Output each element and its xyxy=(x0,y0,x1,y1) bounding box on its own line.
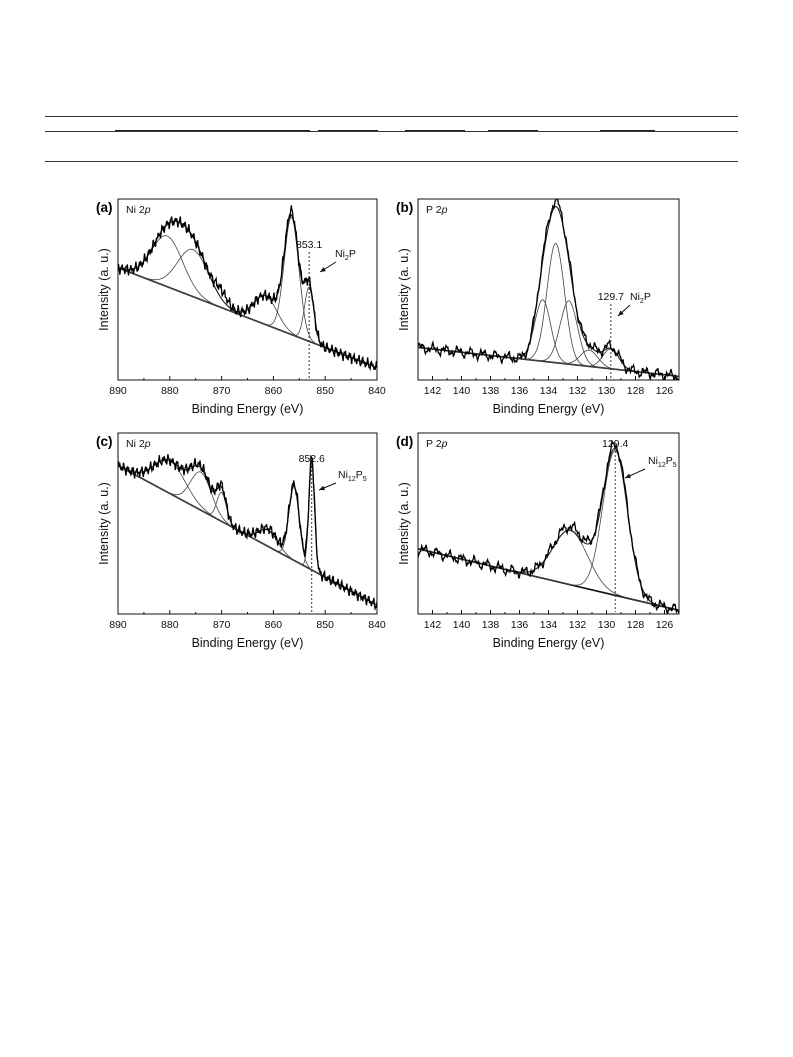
plot-frame xyxy=(417,432,680,615)
x-tick-label: 136 xyxy=(511,619,529,631)
table-column-rule xyxy=(115,130,310,131)
x-tick-label: 142 xyxy=(424,619,442,631)
chart-panel: 142 140 138 136 134 132 130 128 126 Binding Energ… xyxy=(396,432,680,650)
arrow-head xyxy=(320,267,326,272)
x-tick-label: 132 xyxy=(569,619,587,631)
x-tick-label: 136 xyxy=(511,385,529,397)
x-axis-label: Binding Energy (eV) xyxy=(192,402,304,416)
y-axis-label: Intensity (a. u.) xyxy=(397,482,411,565)
x-tick-label: 890 xyxy=(109,619,127,631)
peak-value-label: 853.1 xyxy=(296,239,322,251)
x-tick-label: 880 xyxy=(161,385,179,397)
phase-label: Ni12P5 xyxy=(648,455,677,469)
raw-spectrum xyxy=(418,439,679,614)
x-tick-label: 850 xyxy=(316,619,334,631)
x-tick-label: 850 xyxy=(316,385,334,397)
fit-component xyxy=(418,300,679,377)
raw-spectrum xyxy=(118,454,377,612)
peak-value-label: 852.6 xyxy=(299,453,325,465)
x-axis-label: Binding Energy (eV) xyxy=(493,636,605,650)
panel-letter: (d) xyxy=(396,434,413,449)
arrow-head xyxy=(625,473,631,478)
element-label: P 2p xyxy=(426,438,448,450)
x-tick-label: 130 xyxy=(598,619,616,631)
fit-envelope xyxy=(418,447,679,611)
x-tick-label: 128 xyxy=(627,619,645,631)
x-tick-label: 138 xyxy=(482,619,500,631)
peak-value-label: 129.4 xyxy=(602,438,628,450)
x-tick-label: 860 xyxy=(265,385,283,397)
phase-label: Ni12P5 xyxy=(338,469,367,483)
x-tick-label: 840 xyxy=(368,385,386,397)
x-tick-label: 128 xyxy=(627,385,645,397)
x-tick-label: 870 xyxy=(213,385,231,397)
fit-component xyxy=(418,299,679,377)
plot-area xyxy=(118,454,377,612)
table-bottom-rule xyxy=(45,161,738,162)
panel-letter: (b) xyxy=(396,200,413,215)
x-tick-label: 138 xyxy=(482,385,500,397)
x-tick-label: 870 xyxy=(213,619,231,631)
plot-frame xyxy=(117,432,378,615)
chart-panel: 890 880 870 860 850 840 Binding Energy (eV) Int… xyxy=(96,198,386,416)
raw-spectrum xyxy=(418,199,679,380)
fit-component xyxy=(418,242,679,377)
x-tick-label: 134 xyxy=(540,385,558,397)
table-column-rule xyxy=(405,130,465,131)
x-tick-label: 840 xyxy=(368,619,386,631)
panel-letter: (a) xyxy=(96,200,113,215)
table-column-rule xyxy=(318,130,378,131)
table-header-rule xyxy=(45,131,738,132)
element-label: P 2p xyxy=(426,204,448,216)
table-top-rule xyxy=(45,116,738,117)
x-tick-label: 130 xyxy=(598,385,616,397)
table-column-rule xyxy=(488,130,538,131)
y-axis-label: Intensity (a. u.) xyxy=(397,248,411,331)
raw-spectrum xyxy=(118,205,377,372)
plot-area xyxy=(418,199,679,380)
arrow-head xyxy=(618,310,624,316)
plot-area xyxy=(418,439,679,614)
phase-label: Ni2P xyxy=(630,291,651,305)
x-tick-label: 880 xyxy=(161,619,179,631)
x-tick-label: 140 xyxy=(453,385,471,397)
x-axis-label: Binding Energy (eV) xyxy=(493,402,605,416)
y-axis-label: Intensity (a. u.) xyxy=(97,482,111,565)
x-axis-label: Binding Energy (eV) xyxy=(192,636,304,650)
plot-area xyxy=(118,205,377,372)
x-tick-label: 134 xyxy=(540,619,558,631)
x-tick-label: 126 xyxy=(656,619,674,631)
fit-component xyxy=(118,248,377,368)
fit-component xyxy=(418,529,679,611)
arrow-head xyxy=(319,485,325,491)
x-tick-label: 142 xyxy=(424,385,442,397)
phase-label: Ni2P xyxy=(335,248,356,262)
x-tick-label: 126 xyxy=(656,385,674,397)
element-label: Ni 2p xyxy=(126,204,151,216)
panel-letter: (c) xyxy=(96,434,113,449)
x-tick-label: 890 xyxy=(109,385,127,397)
x-tick-label: 132 xyxy=(569,385,587,397)
element-label: Ni 2p xyxy=(126,438,151,450)
x-tick-label: 140 xyxy=(453,619,471,631)
chart-panel: 142 140 138 136 134 132 130 128 126 Binding Energ… xyxy=(396,198,680,416)
peak-value-label: 129.7 xyxy=(598,291,624,303)
chart-panel: 890 880 870 860 850 840 Binding Energy (eV) Int… xyxy=(96,432,386,650)
table-column-rule xyxy=(600,130,655,131)
x-tick-label: 860 xyxy=(265,619,283,631)
fit-component xyxy=(418,450,679,611)
y-axis-label: Intensity (a. u.) xyxy=(97,248,111,331)
